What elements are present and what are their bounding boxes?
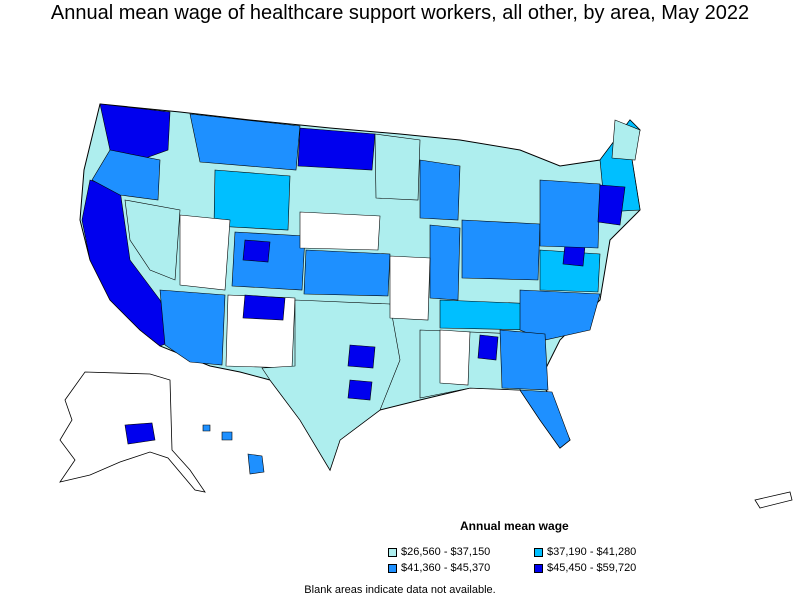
region-houston [347,379,373,401]
legend-label-2: $37,190 - $41,280 [547,546,637,558]
legend-swatch-1 [388,547,397,557]
region-texas [261,299,401,471]
region-hawaii-big-island [247,453,265,475]
legend-label-3: $41,360 - $45,370 [401,562,491,574]
legend-item-3: $41,360 - $45,370 [388,562,490,574]
legend-swatch-2 [534,547,543,557]
legend-item-4: $45,450 - $59,720 [534,562,636,574]
region-mississippi [439,329,471,386]
region-boston-nyc [597,184,626,226]
region-nebraska [299,211,381,251]
region-hawaii-oahu [221,431,233,441]
legend-label-4: $45,450 - $59,720 [547,562,637,574]
region-carolinas [519,289,601,341]
region-pacific-northwest [99,103,171,161]
region-utah [179,214,231,291]
region-dallas [347,344,376,369]
region-wisconsin [419,159,461,221]
legend-title: Annual mean wage [460,519,569,533]
legend-label-1: $26,560 - $37,150 [401,546,491,558]
region-nevada [124,199,181,281]
region-colorado [231,231,306,291]
region-pennsylvania-ny [539,179,601,249]
legend-item-1: $26,560 - $37,150 [388,546,490,558]
region-oregon [91,149,161,201]
region-missouri [389,255,431,321]
region-florida [519,389,571,449]
footnote: Blank areas indicate data not available. [304,584,496,596]
region-kansas [303,249,391,297]
region-denver [242,239,271,263]
region-california-coast [81,179,176,347]
region-atlanta [477,334,499,361]
legend-swatch-3 [388,563,397,573]
region-anchorage [124,422,156,445]
region-wyoming [213,169,291,231]
region-illinois [429,224,461,301]
region-georgia [499,329,549,391]
legend-swatch-4 [534,563,543,573]
region-arizona [159,289,226,366]
region-hawaii-kauai [202,424,211,432]
region-puerto-rico [754,491,793,509]
region-montana [189,113,301,171]
map-title: Annual mean wage of healthcare support w… [50,2,750,24]
region-albuquerque [242,294,286,321]
legend-item-2: $37,190 - $41,280 [534,546,636,558]
region-north-dakota [297,127,376,171]
region-ohio-valley [461,219,541,281]
region-minnesota [374,133,421,201]
region-maine [611,119,641,161]
